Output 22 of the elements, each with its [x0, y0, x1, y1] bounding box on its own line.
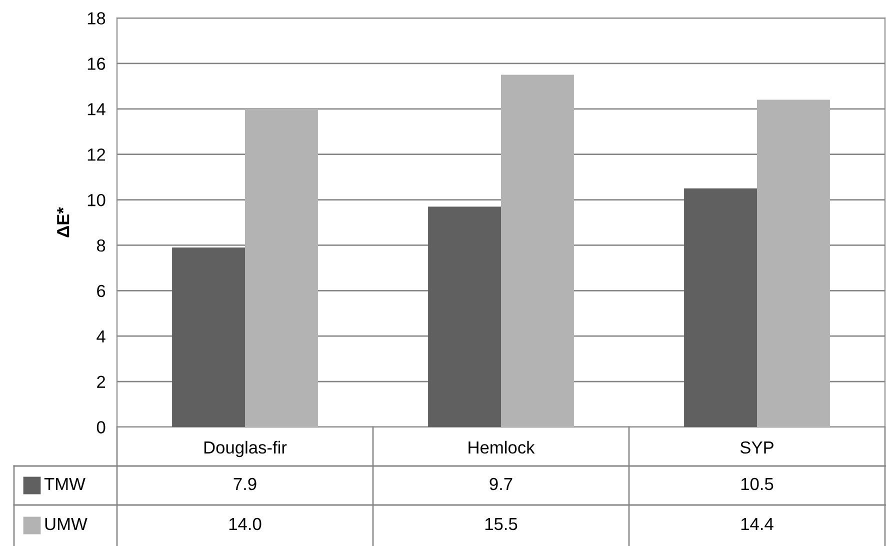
- y-tick-label: 12: [88, 148, 106, 161]
- x-tick-label: SYP: [740, 441, 774, 454]
- y-tick-label: 0: [96, 421, 106, 434]
- data-label: 15.5: [485, 518, 518, 530]
- y-tick-label: 2: [97, 376, 106, 388]
- y-tick-label: 18: [88, 12, 106, 24]
- data-label: 7.9: [234, 478, 256, 490]
- legend-label: TMW: [44, 478, 86, 490]
- y-tick-label: 10: [88, 194, 106, 206]
- data-label: 9.7: [490, 478, 512, 490]
- data-label: 10.5: [741, 478, 774, 490]
- data-label: 14.0: [229, 518, 262, 530]
- x-tick-label: Douglas-fir: [204, 440, 287, 458]
- y-tick-label: 6: [97, 284, 106, 298]
- y-tick-label: 14: [88, 103, 106, 116]
- legend-label: UMW: [45, 518, 88, 530]
- y-tick-label: 8: [96, 239, 106, 252]
- x-tick-label: Hemlock: [468, 440, 535, 454]
- y-axis-title: ΔE*: [57, 207, 70, 238]
- y-tick-label: 4: [96, 330, 106, 342]
- y-tick-label: 16: [88, 58, 106, 70]
- data-label: 14.4: [741, 518, 774, 530]
